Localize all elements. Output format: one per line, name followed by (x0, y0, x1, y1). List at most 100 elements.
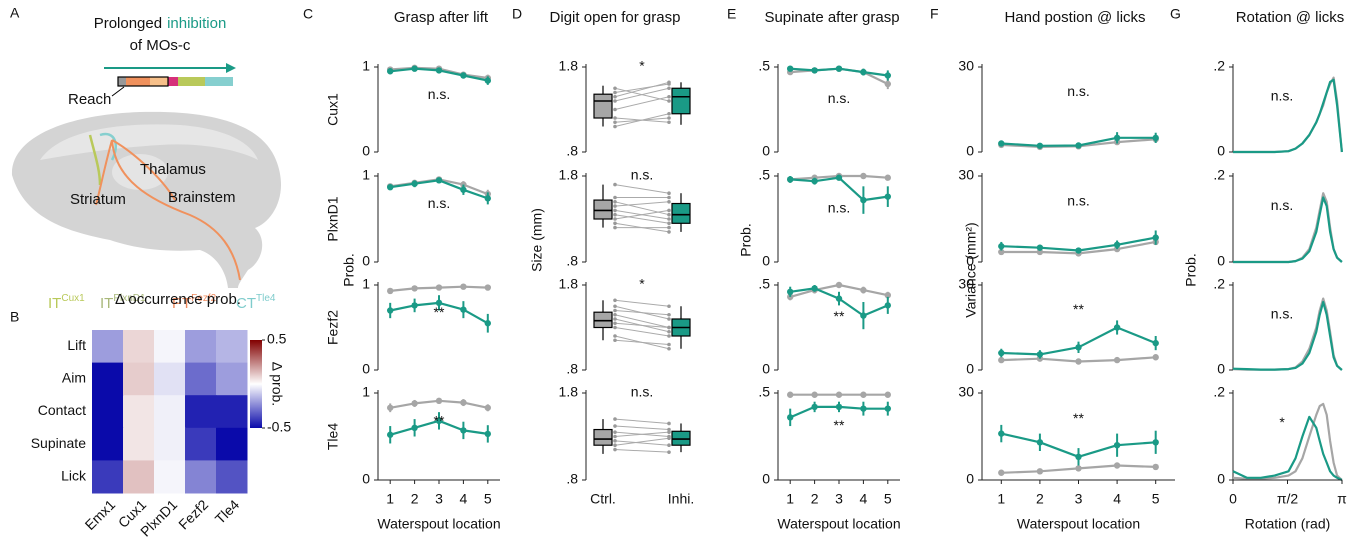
x-tick-label: 1 (386, 491, 394, 507)
heatmap-cell (216, 395, 248, 429)
pair-point (667, 450, 671, 454)
pair-point (667, 191, 671, 195)
data-point (1152, 463, 1159, 471)
significance: n.s. (1271, 197, 1294, 213)
data-point (1036, 468, 1044, 475)
x-tick-label: 5 (484, 491, 492, 507)
data-point (998, 248, 1005, 256)
data-point (411, 180, 418, 187)
data-point (435, 177, 443, 184)
data-point (835, 65, 843, 72)
box-body (671, 430, 691, 446)
series-line (1233, 78, 1343, 154)
y-tick-label: 0 (966, 361, 974, 377)
pair-point (613, 90, 617, 95)
pair-point (667, 342, 671, 347)
data-point (1113, 134, 1121, 142)
pair-point (613, 439, 617, 443)
data-point (860, 405, 867, 412)
y-tick-label: 30 (958, 384, 974, 400)
title-highlight: inhibition (167, 15, 226, 32)
chart-title: Hand postion @ licks (1004, 9, 1145, 26)
it-projection (88, 134, 102, 186)
y-tick-label: 0 (1217, 471, 1225, 487)
heatmap-cell (216, 330, 248, 364)
pair-point (613, 298, 617, 303)
significance: n.s. (1271, 305, 1294, 321)
heatmap-cell (92, 460, 124, 494)
row-label: Contact (38, 402, 86, 418)
data-point (1075, 453, 1082, 460)
series-line (1233, 196, 1343, 264)
pair-point (667, 116, 671, 120)
significance: n.s. (631, 167, 654, 183)
y-tick-label: .5 (758, 276, 770, 292)
pair-line (614, 87, 670, 102)
pair-point (613, 195, 617, 200)
pair-line (614, 425, 670, 431)
y-tick-label: .2 (1213, 384, 1225, 400)
heatmap-title: Δ occurrence prob. (115, 291, 241, 308)
y-tick-label: 0 (1217, 361, 1225, 377)
data-point (811, 403, 818, 411)
data-point (884, 174, 891, 181)
data-point (860, 286, 867, 294)
heatmap-cell (92, 362, 124, 396)
pair-line (614, 431, 670, 437)
pair-point (613, 443, 617, 448)
pair-line (614, 437, 670, 446)
y-tick-label: 30 (958, 167, 974, 183)
reach-box (117, 76, 169, 87)
x-tick-label: 2 (411, 491, 419, 507)
pair-line (614, 201, 670, 207)
seq-block (118, 77, 126, 86)
panel-letter: C (303, 6, 313, 22)
y-tick-label: 0 (362, 361, 370, 377)
legend-sup: Fezf2 (191, 293, 216, 304)
y-axis-label: Size (mm) (529, 208, 545, 272)
pair-line (614, 339, 670, 345)
significance: n.s. (428, 195, 451, 211)
pair-point (613, 116, 617, 120)
x-tick-label: 5 (1152, 491, 1160, 507)
x-tick-label: 1 (786, 491, 794, 507)
pair-point (667, 217, 671, 221)
chart-title: Grasp after lift (394, 9, 489, 26)
y-tick-label: 0 (966, 471, 974, 487)
data-point (1036, 351, 1044, 358)
y-tick-label: 1 (362, 58, 370, 74)
significance: n.s. (1271, 87, 1294, 103)
heatmap-cell (185, 427, 217, 461)
row-label: Supinate (31, 435, 86, 451)
significance: ** (1073, 410, 1084, 426)
pair-point (613, 94, 617, 99)
data-point (1113, 241, 1121, 248)
seq-block (150, 77, 168, 86)
pair-point (613, 434, 617, 439)
x-tick-label: 3 (835, 491, 843, 507)
panel-letter: D (512, 6, 522, 22)
heatmap-cell (154, 427, 186, 461)
box-body (593, 93, 613, 119)
data-point (435, 397, 443, 405)
pair-line (614, 209, 670, 220)
x-tick-label: 0 (1229, 491, 1237, 507)
panel-letter: G (1170, 6, 1181, 22)
data-point (1075, 358, 1082, 365)
pair-point (667, 94, 671, 99)
data-point (787, 414, 794, 421)
pair-line (614, 117, 670, 123)
data-point (998, 243, 1005, 250)
data-point (387, 307, 394, 314)
legend-item: ITPlxnD1 (100, 293, 146, 312)
heatmap-cell (123, 427, 155, 461)
seq-block (126, 77, 150, 86)
panel-letter: B (10, 309, 19, 325)
box-body (593, 428, 613, 446)
data-point (460, 306, 467, 313)
x-tick-label: 4 (860, 491, 868, 507)
data-point (460, 283, 467, 290)
y-tick-label: 0 (966, 253, 974, 269)
data-point (484, 430, 491, 438)
